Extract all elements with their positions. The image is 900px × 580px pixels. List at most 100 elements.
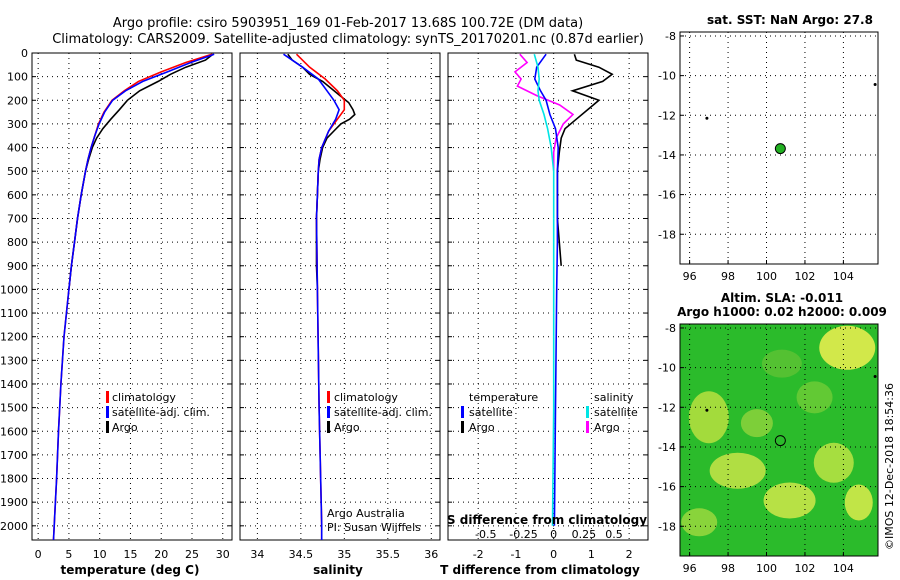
map-x-tick-label: 100 [756, 562, 777, 575]
depth-tick-label: 300 [7, 118, 28, 131]
x-tick-label: 35 [337, 548, 351, 561]
axis-ticks: 0100200300400500600700800900100011001200… [0, 30, 877, 575]
x-tick-label: 20 [154, 548, 168, 561]
s-diff-tick-label: 0.5 [605, 528, 623, 541]
depth-tick-label: 800 [7, 236, 28, 249]
imos-timestamp: ©IMOS 12-Dec-2018 18:54:36 [883, 383, 896, 550]
x-tick-label: 0 [35, 548, 42, 561]
title-line-2: Climatology: CARS2009. Satellite-adjuste… [52, 32, 644, 47]
map-y-tick-label: -8 [665, 322, 676, 335]
depth-tick-label: 1800 [0, 473, 28, 486]
sla-field-blob [796, 381, 833, 414]
depth-tick-label: 1000 [0, 283, 28, 296]
legend-label-s-argo: Argo [594, 421, 620, 434]
map-x-tick-label: 100 [756, 270, 777, 283]
map-x-tick-label: 104 [833, 562, 854, 575]
depth-tick-label: 600 [7, 189, 28, 202]
temperature-panel-frame [31, 52, 233, 541]
series-line-t-satellite [533, 53, 560, 526]
depth-tick-label: 1500 [0, 402, 28, 415]
profile-lines [52, 53, 614, 541]
island-mark [705, 408, 709, 412]
x-tick-label: 15 [123, 548, 137, 561]
map-x-tick-label: 102 [794, 562, 815, 575]
series-line-climatology [52, 53, 213, 541]
x-tick-label: 30 [216, 548, 230, 561]
sla-map-title-line-1: Altim. SLA: -0.011 [721, 291, 843, 305]
series-line-satellite-adj-clim- [283, 53, 340, 540]
legend-swatch-t-satellite [461, 406, 464, 418]
series-line-t-argo [556, 53, 614, 266]
map-x-tick-label: 104 [833, 270, 854, 283]
map-y-tick-label: -14 [658, 441, 676, 454]
depth-tick-label: 0 [21, 47, 28, 60]
depth-tick-label: 2000 [0, 520, 28, 533]
sla-field-blob [819, 325, 876, 370]
legend-label-climatology: climatology [112, 391, 176, 404]
x-tick-label: 2 [626, 548, 633, 561]
title-line-1: Argo profile: csiro 5903951_169 01-Feb-2… [113, 16, 583, 31]
depth-tick-label: 1900 [0, 496, 28, 509]
map-x-tick-label: 98 [721, 562, 735, 575]
sst-map-title: sat. SST: NaN Argo: 27.8 [707, 13, 873, 27]
legend-swatch-climatology [106, 391, 109, 403]
x-tick-label: 10 [93, 548, 107, 561]
x-tick-label: -1 [510, 548, 521, 561]
s-diff-tick-label: -0.5 [475, 528, 496, 541]
difference-panel-frame [447, 52, 649, 541]
sst-map-frame [679, 31, 879, 265]
series-line-s-argo [513, 53, 575, 172]
difference-top-xlabel: S difference from climatology [447, 513, 647, 527]
s-diff-tick-label: 0.25 [572, 528, 597, 541]
map-x-tick-label: 96 [683, 270, 697, 283]
legend-swatch-satellite [327, 406, 330, 418]
island-mark [873, 375, 877, 379]
sla-field-blob [740, 409, 773, 438]
series-line-s-satellite [533, 53, 555, 526]
argo-location-marker [774, 435, 786, 447]
owner-note-line-2: PI: Susan Wijffels [327, 521, 421, 534]
salinity-xlabel: salinity [313, 563, 363, 577]
legend-swatch-s-argo [586, 421, 589, 433]
s-diff-tick-label: 0 [550, 528, 557, 541]
legend-swatch-satellite [106, 406, 109, 418]
map-y-tick-label: -16 [658, 189, 676, 202]
sla-field-blob [813, 442, 854, 483]
island-mark [705, 116, 709, 120]
salinity-panel-frame [239, 52, 441, 541]
map-x-tick-label: 96 [683, 562, 697, 575]
sla-map-title-line-2: Argo h1000: 0.02 h2000: 0.009 [677, 305, 887, 319]
depth-tick-label: 1200 [0, 331, 28, 344]
depth-tick-label: 500 [7, 165, 28, 178]
x-tick-label: 5 [65, 548, 72, 561]
depth-tick-label: 100 [7, 71, 28, 84]
depth-tick-label: 1700 [0, 449, 28, 462]
s-diff-tick-label: -0.25 [509, 528, 537, 541]
map-x-tick-label: 98 [721, 270, 735, 283]
sla-map-field [681, 325, 876, 537]
map-y-tick-label: -8 [665, 30, 676, 43]
map-y-tick-label: -16 [658, 481, 676, 494]
x-tick-label: 34 [250, 548, 264, 561]
x-tick-label: -2 [473, 548, 484, 561]
map-y-tick-label: -10 [658, 362, 676, 375]
map-y-tick-label: -18 [658, 228, 676, 241]
depth-tick-label: 1600 [0, 425, 28, 438]
temperature-legend: climatology satellite-adj. clim. Argo [106, 391, 210, 434]
map-y-tick-label: -10 [658, 70, 676, 83]
sla-field-blob [681, 508, 718, 537]
map-y-tick-label: -12 [658, 109, 676, 122]
legend-swatch-t-argo [461, 421, 464, 433]
legend-swatch-climatology [327, 391, 330, 403]
depth-tick-label: 700 [7, 212, 28, 225]
map-y-tick-label: -18 [658, 520, 676, 533]
x-tick-label: 25 [185, 548, 199, 561]
legend-title-temperature: temperature [469, 391, 538, 404]
legend-label-argo: Argo [334, 421, 360, 434]
legend-label-t-argo: Argo [469, 421, 495, 434]
legend-label-t-satellite: satellite [469, 406, 513, 419]
legend-label-climatology: climatology [334, 391, 398, 404]
map-y-tick-label: -14 [658, 149, 676, 162]
depth-tick-label: 900 [7, 260, 28, 273]
legend-label-satellite: satellite-adj. clim. [112, 406, 210, 419]
